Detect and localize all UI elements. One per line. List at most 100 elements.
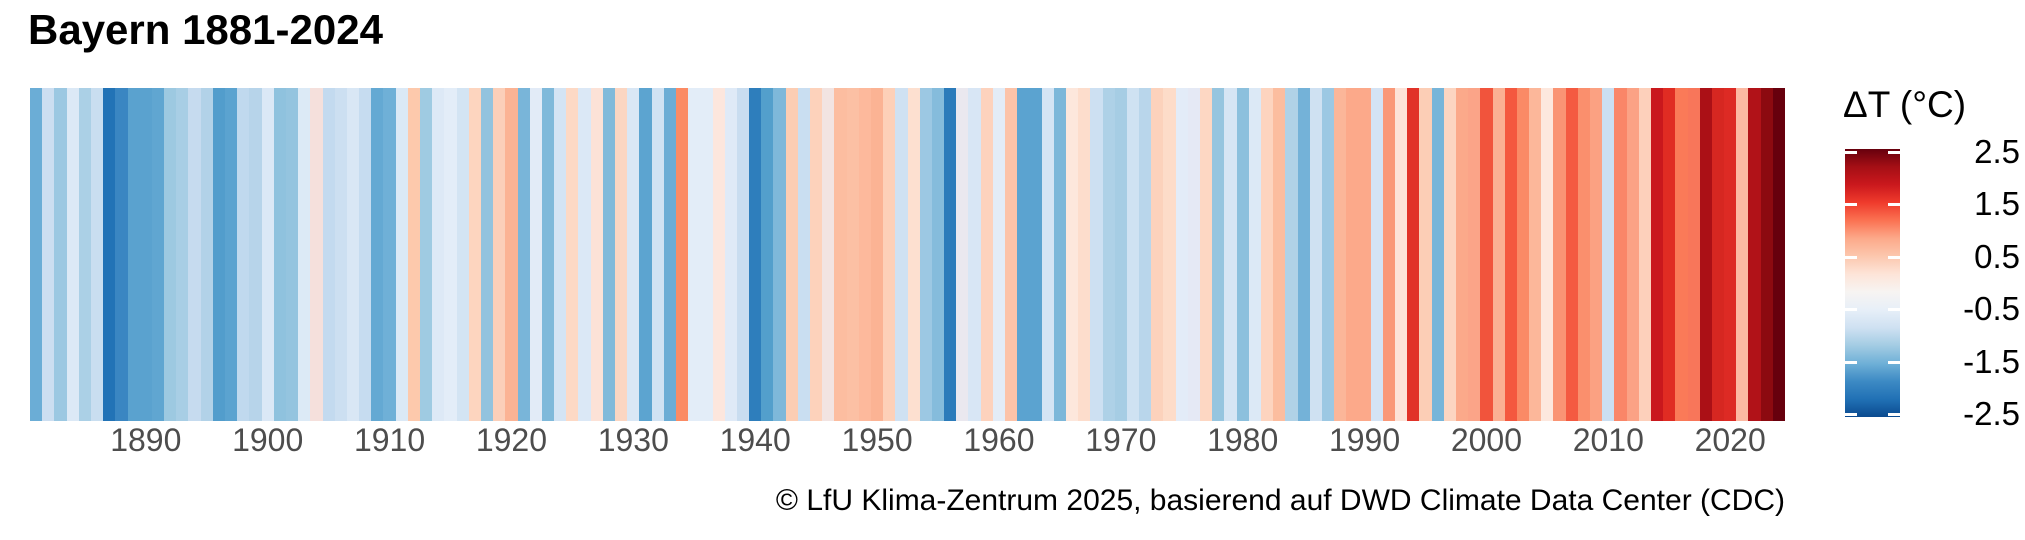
stripe-1917 xyxy=(468,88,481,421)
stripe-1959 xyxy=(980,88,993,421)
colorbar-notch-1.5 xyxy=(1845,203,1857,207)
colorbar-notch--2.5 xyxy=(1845,413,1857,416)
colorbar-notch--1.5 xyxy=(1845,360,1857,364)
stripe-1911 xyxy=(395,88,408,421)
stripe-1972 xyxy=(1139,88,1152,421)
stripe-1900 xyxy=(261,88,274,421)
stripe-1913 xyxy=(420,88,433,421)
x-tick-1910: 1910 xyxy=(353,422,426,458)
stripe-1912 xyxy=(407,88,420,421)
stripe-2008 xyxy=(1577,88,1590,421)
stripe-1942 xyxy=(773,88,786,421)
x-tick-1920: 1920 xyxy=(475,422,547,458)
stripe-1997 xyxy=(1443,88,1456,421)
stripe-1963 xyxy=(1029,88,1042,421)
stripe-1881 xyxy=(30,88,43,421)
stripe-1902 xyxy=(285,88,299,421)
stripe-1928 xyxy=(602,88,615,421)
x-tick-2020: 2020 xyxy=(1694,422,1766,458)
stripe-2016 xyxy=(1675,88,1688,421)
stripe-1985 xyxy=(1297,88,1310,421)
stripe-2005 xyxy=(1541,88,1554,421)
stripe-1948 xyxy=(846,88,859,421)
stripe-1910 xyxy=(383,88,396,421)
legend-colorbar xyxy=(1845,149,1900,417)
stripe-1984 xyxy=(1285,88,1298,421)
stripe-1941 xyxy=(761,88,774,421)
stripe-2024 xyxy=(1772,88,1785,421)
stripe-1898 xyxy=(237,88,250,421)
stripe-1990 xyxy=(1358,88,1371,421)
legend: ΔT (°C) 2.5 1.5 0.5 -0.5 -1.5 -2.5 xyxy=(1840,84,2020,444)
stripe-1899 xyxy=(249,88,262,421)
stripe-1994 xyxy=(1407,88,1420,421)
x-tick-1950: 1950 xyxy=(841,422,913,458)
legend-labels: 2.5 1.5 0.5 -0.5 -1.5 -2.5 xyxy=(1902,133,2020,432)
stripe-1936 xyxy=(700,88,713,421)
stripe-2023 xyxy=(1760,88,1773,421)
stripe-1883 xyxy=(54,88,67,421)
stripe-1933 xyxy=(663,88,676,421)
stripe-1995 xyxy=(1419,88,1432,421)
stripe-2004 xyxy=(1529,88,1542,421)
stripe-1956 xyxy=(944,88,957,421)
stripe-1992 xyxy=(1382,88,1395,421)
stripe-1974 xyxy=(1163,88,1176,421)
stripe-1953 xyxy=(907,88,920,421)
stripe-1988 xyxy=(1334,88,1347,421)
colorbar-notch--0.5 xyxy=(1845,308,1857,312)
stripe-1996 xyxy=(1431,88,1444,421)
stripe-1981 xyxy=(1248,88,1261,421)
stripe-2022 xyxy=(1748,88,1761,421)
stripe-1920 xyxy=(505,88,518,421)
x-tick-1890: 1890 xyxy=(110,422,182,458)
stripe-1943 xyxy=(785,88,798,421)
stripe-1989 xyxy=(1346,88,1359,421)
legend-tick--0.5: -0.5 xyxy=(1963,290,2020,328)
stripe-1937 xyxy=(712,88,725,421)
x-tick-1980: 1980 xyxy=(1207,422,1279,458)
source-caption: © LfU Klima-Zentrum 2025, basierend auf … xyxy=(775,484,1785,517)
stripe-1976 xyxy=(1187,88,1200,421)
stripe-2002 xyxy=(1504,88,1517,421)
colorbar-notch-0.5 xyxy=(1888,255,1900,259)
stripe-1978 xyxy=(1212,88,1225,421)
colorbar-notch-1.5 xyxy=(1888,203,1900,207)
stripe-2021 xyxy=(1736,88,1749,421)
stripe-2013 xyxy=(1638,88,1651,421)
stripe-2011 xyxy=(1614,88,1627,421)
stripe-1970 xyxy=(1114,88,1127,421)
legend-tick--1.5: -1.5 xyxy=(1963,342,2020,380)
stripe-1893 xyxy=(176,88,189,421)
stripe-1998 xyxy=(1455,88,1469,421)
colorbar-notch-2.5 xyxy=(1888,151,1900,154)
stripe-2006 xyxy=(1553,88,1566,421)
stripe-1945 xyxy=(810,88,823,421)
stripe-1907 xyxy=(346,88,360,421)
stripe-1975 xyxy=(1175,88,1188,421)
stripe-1971 xyxy=(1126,88,1140,421)
stripe-2019 xyxy=(1711,88,1725,421)
stripe-1888 xyxy=(115,88,128,421)
stripe-1924 xyxy=(554,88,567,421)
stripe-1955 xyxy=(931,88,945,421)
stripe-1904 xyxy=(310,88,323,421)
stripe-1889 xyxy=(127,88,140,421)
legend-title: ΔT (°C) xyxy=(1843,84,1967,125)
stripe-1951 xyxy=(883,88,896,421)
stripe-1884 xyxy=(66,88,79,421)
stripe-2000 xyxy=(1480,88,1493,421)
stripe-1921 xyxy=(517,88,530,421)
stripe-1969 xyxy=(1102,88,1115,421)
stripe-1906 xyxy=(334,88,347,421)
stripe-1882 xyxy=(42,88,55,421)
stripe-1991 xyxy=(1370,88,1383,421)
stripe-1993 xyxy=(1395,88,1408,421)
stripe-1890 xyxy=(139,88,152,421)
stripe-1897 xyxy=(225,88,238,421)
legend-tick-1.5: 1.5 xyxy=(1974,185,2020,223)
stripe-1952 xyxy=(895,88,908,421)
stripe-1935 xyxy=(688,88,701,421)
stripe-2014 xyxy=(1650,88,1664,421)
legend-tick--2.5: -2.5 xyxy=(1963,395,2020,432)
